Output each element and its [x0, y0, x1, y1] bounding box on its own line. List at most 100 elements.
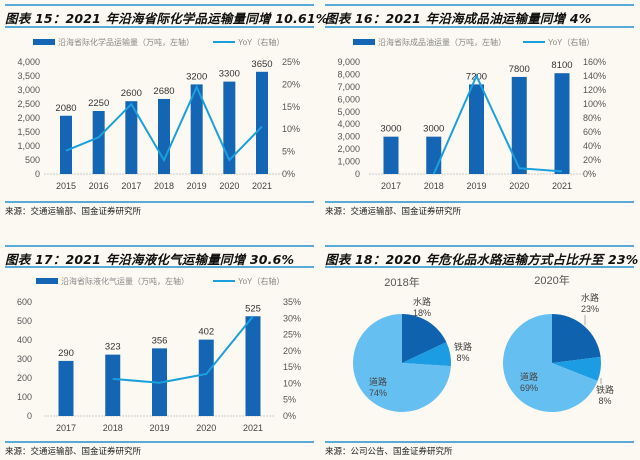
title-rule — [5, 26, 314, 28]
category-label: 2017 — [381, 181, 401, 191]
bar-data-label: 290 — [58, 348, 74, 359]
bar — [383, 136, 399, 174]
legend-line-label: YoY（右轴） — [548, 37, 594, 47]
slice-percent-label: 8% — [598, 396, 611, 406]
category-label: 2020 — [196, 423, 216, 433]
left-tick-label: 0 — [35, 169, 40, 179]
right-tick-label: 5% — [283, 395, 296, 405]
bar-data-label: 3000 — [380, 124, 401, 135]
left-tick-label: 0 — [27, 411, 32, 421]
bar-data-label: 3300 — [219, 69, 240, 80]
category-label: 2019 — [466, 181, 486, 191]
top-rule — [325, 245, 634, 247]
slice-name-label: 铁路 — [596, 384, 614, 395]
bar-data-label: 2250 — [88, 98, 109, 109]
left-tick-label: 200 — [17, 373, 32, 383]
top-rule — [5, 4, 314, 6]
slice-percent-label: 8% — [456, 353, 469, 363]
slice-name-label: 道路 — [369, 376, 387, 387]
legend-bar-swatch — [36, 278, 58, 284]
right-tick-label: 20% — [282, 79, 300, 89]
right-tick-label: 35% — [283, 297, 301, 307]
right-tick-label: 60% — [583, 127, 601, 137]
chart-15: 沿海省际化学品运输量（万吨，左轴） YoY（右轴） 0 500 1,000 1,500 2,… — [17, 37, 300, 191]
bar — [158, 98, 170, 174]
right-tick-label: 140% — [583, 71, 606, 81]
figure-title: 图表 17：2021 年沿海液化气运输量同增 30.6% — [5, 252, 295, 267]
bar — [511, 76, 527, 174]
title-rule — [325, 266, 634, 268]
right-tick-label: 20% — [583, 155, 601, 165]
right-tick-label: 100% — [583, 99, 606, 109]
category-label: 2020 — [509, 181, 529, 191]
slice-percent-label: 74% — [369, 388, 387, 398]
slice-percent-label: 23% — [581, 304, 599, 314]
legend-line-label: YoY（右轴） — [238, 37, 284, 47]
legend-bar-swatch — [353, 39, 375, 45]
right-tick-label: 10% — [282, 124, 300, 134]
source-note: 来源：交通运输部、国金证券研究所 — [325, 207, 462, 217]
bar — [245, 316, 261, 416]
figure-15-panel: 图表 15：2021 年沿海省际化学品运输量同增 10.61% 沿海省际化学品运… — [0, 0, 328, 230]
legend-bar-label: 沿海省际液化气运量（万吨，左轴） — [61, 276, 189, 286]
figure-16-panel: 图表 16：2021 年沿海成品油运输量同增 4% 沿海省际成品油运量（万吨，左… — [320, 0, 640, 230]
right-tick-label: 10% — [283, 378, 301, 388]
left-tick-label: 3,000 — [337, 132, 360, 142]
legend-bar-swatch — [33, 39, 55, 45]
left-tick-label: 1,500 — [17, 127, 40, 137]
category-label: 2017 — [56, 423, 76, 433]
category-label: 2018 — [154, 181, 174, 191]
left-tick-label: 6,000 — [337, 94, 360, 104]
bar — [60, 115, 72, 174]
top-rule — [5, 245, 314, 247]
figure-17-panel: 图表 17：2021 年沿海液化气运输量同增 30.6% 沿海省际液化气运量（万… — [0, 230, 320, 460]
left-tick-label: 7,000 — [337, 82, 360, 92]
bar-data-label: 2600 — [121, 88, 142, 99]
slice-percent-label: 69% — [520, 383, 538, 393]
legend-bar-label: 沿海省际化学品运输量（万吨，左轴） — [58, 37, 194, 47]
left-tick-label: 2,500 — [17, 99, 40, 109]
bar — [198, 339, 214, 416]
chart-16: 沿海省际成品油运量（万吨，左轴） YoY（右轴） 0 1,000 2,000 3,000 4… — [337, 37, 606, 191]
bottom-rule — [325, 441, 634, 443]
pie-slice-water — [402, 314, 447, 363]
left-tick-label: 8,000 — [337, 69, 360, 79]
category-label: 2018 — [424, 181, 444, 191]
pie-slice-rail — [402, 342, 451, 367]
bar-data-label: 2680 — [153, 86, 174, 97]
bar — [92, 111, 105, 174]
bar — [469, 84, 484, 174]
bottom-rule — [5, 201, 314, 203]
left-tick-label: 1,000 — [337, 157, 360, 167]
yoy-line — [432, 73, 563, 175]
right-tick-label: 0% — [283, 411, 296, 421]
source-note: 来源：交通运输部、国金证券研究所 — [5, 447, 142, 457]
right-tick-label: 160% — [583, 57, 606, 67]
bar-data-label: 525 — [245, 303, 261, 314]
left-tick-label: 3,000 — [17, 85, 40, 95]
legend-line-label: YoY（右轴） — [238, 276, 284, 286]
left-tick-label: 4,000 — [17, 57, 40, 67]
source-note: 来源：交通运输部、国金证券研究所 — [5, 207, 142, 217]
slice-name-label: 铁路 — [454, 341, 472, 352]
right-tick-label: 5% — [282, 147, 295, 157]
right-tick-label: 0% — [282, 169, 295, 179]
title-rule — [325, 26, 634, 28]
bar — [223, 81, 236, 174]
category-label: 2016 — [89, 181, 109, 191]
bar-data-label: 323 — [105, 342, 121, 353]
bar — [190, 84, 203, 174]
left-tick-label: 2,000 — [337, 144, 360, 154]
bar-data-label: 3000 — [423, 124, 444, 135]
slice-percent-label: 18% — [413, 308, 431, 318]
category-label: 2015 — [56, 181, 76, 191]
bar — [58, 360, 74, 416]
category-label: 2017 — [121, 181, 141, 191]
chart-17: 沿海省际液化气运量（万吨，左轴） YoY（右轴） 0 100 200 300 400 500 6… — [17, 276, 301, 433]
bar-data-label: 402 — [198, 327, 214, 338]
bar — [105, 354, 121, 416]
right-tick-label: 0% — [583, 169, 596, 179]
bar — [426, 136, 442, 174]
pie-slice-road — [503, 314, 598, 412]
bottom-rule — [325, 201, 634, 203]
